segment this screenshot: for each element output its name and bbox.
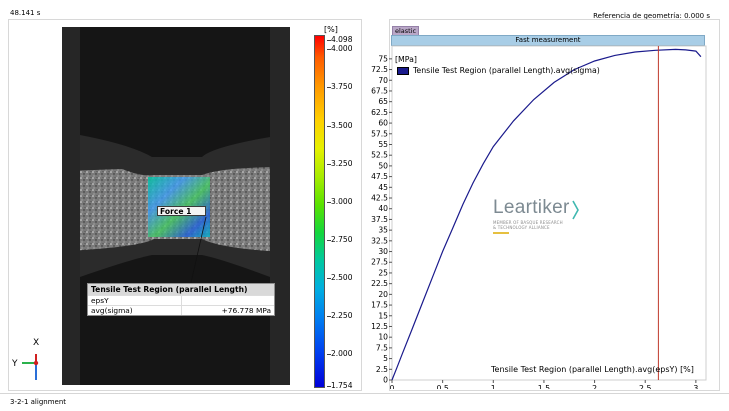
y-tick-label: 55	[378, 140, 388, 149]
y-tick-label: 60	[378, 119, 388, 128]
colorbar-label: 4.098	[331, 35, 353, 44]
y-tick-label: 12.5	[371, 322, 388, 331]
image-view-panel	[8, 19, 362, 391]
x-tick-label: 3	[693, 384, 698, 389]
colorbar-label: 1.754	[331, 381, 353, 390]
y-tick-label: 42.5	[371, 194, 388, 203]
colorbar-tick	[327, 278, 331, 279]
region-info-value: +76.778 MPa	[221, 306, 271, 315]
logo-accent-line	[493, 232, 509, 234]
colorbar-tick	[327, 354, 331, 355]
region-info-row: epsY	[88, 295, 274, 305]
y-tick-label: 40	[378, 204, 388, 213]
y-tick-label: 7.5	[376, 343, 388, 352]
y-tick-label: 50	[378, 161, 388, 170]
logo-subtitle: MEMBER OF BASQUE RESEARCH	[493, 220, 563, 225]
elapsed-time: 48.141 s	[10, 9, 41, 17]
x-tick-label: 0	[390, 384, 395, 389]
colorbar-tick	[327, 240, 331, 241]
force-label[interactable]: Force 1	[157, 206, 206, 216]
region-info-key: epsY	[88, 296, 182, 305]
y-tick-label: 27.5	[371, 258, 388, 267]
region-info-title: Tensile Test Region (parallel Length)	[88, 284, 274, 295]
y-tick-label: 37.5	[371, 215, 388, 224]
y-tick-label: 30	[378, 247, 388, 256]
y-tick-label: 52.5	[371, 151, 388, 160]
region-info-box: Tensile Test Region (parallel Length) ep…	[87, 283, 275, 316]
colorbar-label: 3.000	[331, 197, 353, 206]
colorbar-tick	[327, 87, 331, 88]
geometry-reference: Referencia de geometría: 0.000 s	[593, 12, 710, 20]
y-tick-label: 22.5	[371, 279, 388, 288]
y-tick-label: 72.5	[371, 65, 388, 74]
x-tick-label: 2.5	[639, 384, 651, 389]
colorbar-label: 4.000	[331, 44, 353, 53]
leartiker-logo: Leartiker MEMBER OF BASQUE RESEARCH & TE…	[493, 197, 580, 234]
legend-label: Tensile Test Region (parallel Length).av…	[413, 66, 600, 75]
chart-legend: [MPa] Tensile Test Region (parallel Leng…	[395, 55, 600, 75]
y-tick-label: 47.5	[371, 172, 388, 181]
y-tick-label: 10	[378, 333, 388, 342]
y-tick-label: 70	[378, 76, 388, 85]
colorbar-unit: [%]	[324, 25, 338, 34]
y-tick-label: 62.5	[371, 108, 388, 117]
logo-wordmark: Leartiker	[493, 197, 580, 220]
y-tick-label: 57.5	[371, 129, 388, 138]
y-tick-label: 20	[378, 290, 388, 299]
axis-y-label: Y	[12, 359, 18, 369]
strain-colorbar	[314, 35, 325, 388]
plot-frame	[391, 45, 707, 381]
region-info-key: avg(sigma)	[88, 306, 182, 315]
stress-strain-chart[interactable]: 02.557.51012.51517.52022.52527.53032.535…	[360, 44, 718, 389]
x-tick-label: 1.5	[538, 384, 550, 389]
x-axis-title: Tensile Test Region (parallel Length).av…	[491, 365, 694, 374]
y-tick-label: 45	[378, 183, 388, 192]
logo-chevron-icon	[572, 200, 579, 220]
colorbar-tick	[327, 164, 331, 165]
colorbar-label: 3.750	[331, 82, 353, 91]
y-tick-label: 17.5	[371, 301, 388, 310]
colorbar-tick	[327, 202, 331, 203]
chart-view-panel	[389, 19, 720, 391]
axis-x-label: X	[33, 338, 40, 348]
colorbar-label: 3.500	[331, 121, 353, 130]
colorbar-label: 2.500	[331, 273, 353, 282]
colorbar-label: 3.250	[331, 159, 353, 168]
colorbar-tick	[327, 40, 331, 41]
colorbar-tick	[327, 316, 331, 317]
colorbar-tick	[327, 386, 331, 387]
y-tick-label: 0	[383, 376, 388, 385]
coordinate-axes-icon	[22, 354, 39, 380]
y-tick-label: 35	[378, 226, 388, 235]
y-tick-label: 5	[383, 354, 388, 363]
x-tick-label: 0.5	[436, 384, 448, 389]
colorbar-label: 2.000	[331, 349, 353, 358]
colorbar-tick	[327, 126, 331, 127]
legend-entry: Tensile Test Region (parallel Length).av…	[397, 66, 600, 75]
status-bar: 3-2-1 alignment	[0, 393, 729, 411]
y-tick-label: 67.5	[371, 86, 388, 95]
colorbar-tick	[327, 49, 331, 50]
sigma-series-line	[391, 48, 702, 381]
x-tick-label: 2	[592, 384, 597, 389]
legend-swatch	[397, 66, 409, 75]
y-tick-label: 15	[378, 311, 388, 320]
y-tick-label: 65	[378, 97, 388, 106]
region-info-value	[182, 296, 274, 305]
y-tick-label: 2.5	[376, 365, 388, 374]
y-tick-label: 25	[378, 268, 388, 277]
status-text: 3-2-1 alignment	[10, 398, 67, 406]
y-tick-label: 75	[378, 54, 388, 63]
colorbar-label: 2.250	[331, 311, 353, 320]
x-tick-label: 1	[491, 384, 496, 389]
colorbar-label: 2.750	[331, 235, 353, 244]
logo-subtitle: & TECHNOLOGY ALLIANCE	[493, 225, 550, 230]
y-axis-unit: [MPa]	[395, 55, 417, 64]
y-tick-label: 32.5	[371, 236, 388, 245]
region-info-row: avg(sigma) +76.778 MPa	[88, 305, 274, 315]
